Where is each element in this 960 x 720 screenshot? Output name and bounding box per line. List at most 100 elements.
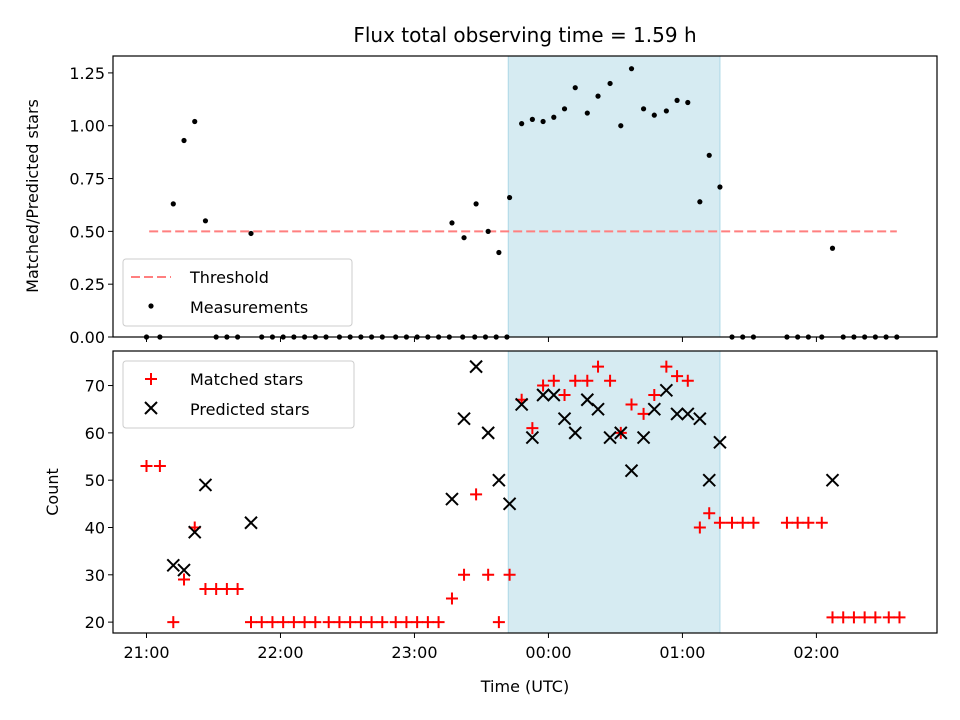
matched-star-point	[245, 616, 258, 629]
legend-predicted-label: Predicted stars	[190, 400, 310, 419]
matched-star-point	[869, 611, 882, 624]
top-panel: 0.00 0.25 0.50 0.75 1.00 1.25 Threshold Measure…	[69, 55, 938, 347]
matched-star-point	[558, 389, 571, 402]
matched-star-point	[210, 582, 223, 595]
predicted-star-point	[659, 383, 674, 397]
matched-star-point	[826, 611, 839, 624]
predicted-star-point	[713, 435, 727, 450]
predicted-star-point	[647, 402, 662, 416]
legend-predicted-swatch	[144, 401, 158, 415]
matched-star-point	[802, 516, 815, 529]
matched-star-point	[153, 459, 166, 472]
legend-measurements-swatch	[148, 303, 154, 309]
measurement-point	[485, 228, 491, 234]
predicted-star-point	[166, 558, 181, 573]
measurement-point	[529, 116, 535, 122]
matched-star-point	[837, 611, 850, 624]
matched-star-point	[458, 568, 471, 581]
bottom-axes-frame	[112, 350, 938, 634]
predicted-star-point	[536, 388, 550, 402]
measurement-point	[192, 118, 198, 125]
measurement-point	[506, 194, 513, 201]
measurement-point	[540, 118, 546, 125]
measurement-point	[663, 108, 669, 114]
matched-star-point	[503, 568, 516, 581]
matched-star-point	[287, 616, 300, 629]
matched-star-point	[660, 360, 673, 373]
measurement-point	[618, 123, 624, 129]
measurement-point	[640, 106, 647, 112]
predicted-star-point	[591, 402, 605, 416]
matched-star-point	[736, 516, 749, 529]
matched-star-point	[322, 616, 335, 629]
bottom-y-tick-label: 60	[85, 424, 105, 443]
matched-star-point	[581, 374, 594, 387]
predicted-star-point	[681, 407, 695, 421]
measurement-point	[685, 99, 691, 106]
predicted-star-point	[568, 426, 582, 440]
x-tick-label: 01:00	[659, 643, 705, 662]
matched-star-point	[569, 374, 582, 387]
bottom-y-axis-label: Count	[43, 468, 62, 516]
matched-star-point	[726, 516, 739, 529]
predicted-star-point	[702, 473, 716, 487]
matched-star-point	[266, 616, 279, 629]
top-y-tick-label: 0.50	[69, 222, 105, 241]
predicted-star-point	[580, 393, 595, 407]
matched-star-point	[255, 616, 268, 629]
top-y-axis-label: Matched/Predicted stars	[23, 99, 42, 293]
matched-star-point	[421, 616, 434, 629]
matched-star-point	[333, 616, 346, 629]
legend-matched-swatch	[145, 373, 157, 385]
predicted-star-point	[670, 407, 684, 421]
matched-star-point	[140, 459, 153, 472]
measurement-point	[248, 230, 254, 237]
x-tick-label: 00:00	[525, 643, 571, 662]
x-axis-label: Time (UTC)	[480, 677, 569, 696]
measurement-point	[449, 220, 455, 226]
measurement-point	[829, 245, 836, 251]
matched-star-point	[445, 592, 458, 605]
predicted-star-point	[825, 473, 840, 487]
bottom-y-tick-label: 50	[85, 471, 105, 490]
chart-title: Flux total observing time = 1.59 h	[353, 23, 696, 47]
predicted-star-point	[177, 563, 191, 577]
matched-star-point	[220, 582, 233, 595]
matched-star-point	[815, 516, 828, 529]
matched-star-point	[780, 516, 793, 529]
matched-star-point	[592, 360, 605, 373]
predicted-star-point	[557, 411, 572, 426]
matched-star-point	[791, 516, 804, 529]
predicted-star-point	[469, 359, 483, 374]
predicted-star-point	[244, 516, 258, 530]
top-y-tick-label: 1.00	[69, 117, 105, 136]
matched-star-point	[526, 422, 539, 435]
matched-star-point	[681, 374, 694, 387]
top-y-tick-label: 0.25	[69, 275, 105, 294]
matched-star-point	[492, 616, 505, 629]
x-tick-label: 22:00	[257, 643, 303, 662]
measurement-point	[697, 199, 703, 205]
x-tick-label: 21:00	[123, 643, 169, 662]
matched-star-point	[400, 616, 413, 629]
matched-star-point	[648, 389, 661, 402]
bottom-y-tick-label: 70	[85, 377, 105, 396]
matched-star-point	[625, 398, 638, 411]
predicted-star-point	[188, 525, 202, 539]
measurement-point	[461, 235, 467, 241]
measurement-point	[674, 97, 680, 103]
predicted-star-point	[547, 388, 561, 402]
matched-star-point	[482, 568, 495, 581]
matched-star-point	[432, 616, 445, 629]
matched-star-point	[344, 616, 357, 629]
measurement-point	[572, 85, 578, 91]
matched-star-point	[747, 516, 760, 529]
matched-star-point	[703, 507, 716, 520]
matched-star-point	[167, 616, 180, 629]
predicted-star-point	[481, 426, 495, 440]
bottom-panel: 20 30 40 50 60 70 21:00 22:00 23:00 00:00 01:00 02:…	[85, 350, 938, 662]
matched-star-point	[365, 616, 378, 629]
bottom-y-tick-label: 40	[85, 518, 105, 537]
measurement-point	[561, 106, 568, 112]
bottom-y-tick-label: 20	[85, 613, 105, 632]
